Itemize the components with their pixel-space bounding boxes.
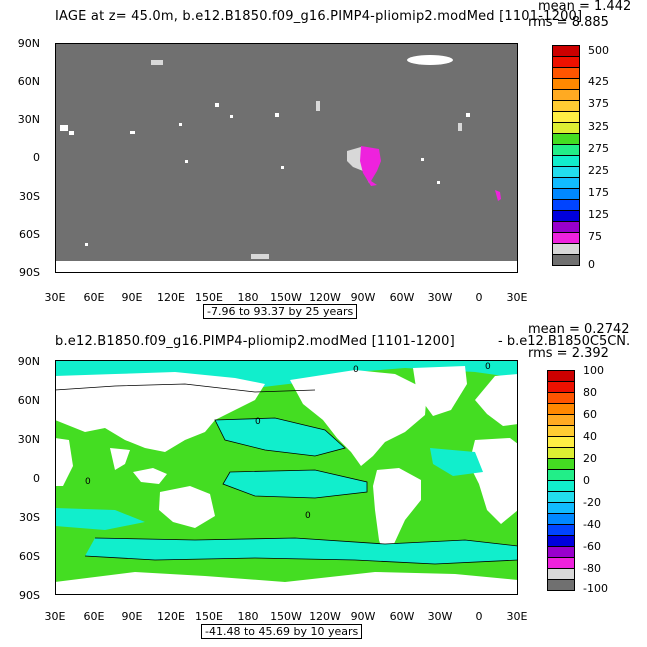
top-lon-tick: 60W [389,291,415,304]
top-contour-range: -7.96 to 93.37 by 25 years [203,304,358,319]
bottom-lon-tick: 60E [83,610,105,623]
bottom-colorbar-label: -100 [583,582,608,595]
top-colorbar-swatch [552,254,580,266]
top-map-frame [55,43,518,273]
bottom-lat-tick: 90S [19,589,40,602]
bottom-lat-tick: 60S [19,550,40,563]
top-map-canvas [55,43,518,273]
bottom-lon-tick: 120W [309,610,341,623]
bottom-lon-tick: 90W [350,610,376,623]
bottom-colorbar-label: 20 [583,452,597,465]
top-lon-tick: 150W [270,291,302,304]
bottom-colorbar-label: 80 [583,386,597,399]
top-lat-tick: 30N [17,113,40,126]
top-lon-tick: 90E [121,291,143,304]
top-map [55,43,518,273]
bottom-colorbar-label: 0 [583,474,590,487]
bottom-lon-tick: 0 [475,610,483,623]
bottom-colorbar-swatch [547,579,575,591]
top-colorbar-label: 0 [588,258,595,271]
top-lon-tick: 150E [195,291,223,304]
top-colorbar-label: 275 [588,142,609,155]
top-colorbar-label: 325 [588,120,609,133]
bottom-contour-label: 0 [353,365,359,375]
bottom-lat-tick: 30S [19,511,40,524]
bottom-mean: mean = 0.2742 [528,322,630,337]
bottom-lon-tick: 120E [157,610,185,623]
top-mean: mean = 1.442 [538,0,632,14]
bottom-panel-title: b.e12.B1850.f09_g16.PIMP4-pliomip2.modMe… [55,334,455,349]
top-lon-tick: 60E [83,291,105,304]
bottom-contour-label: 0 [305,511,311,521]
top-lat-tick: 90N [17,37,40,50]
bottom-lon-tick: 60W [389,610,415,623]
top-colorbar-label: 75 [588,230,602,243]
top-lat-tick: 60S [19,228,40,241]
top-colorbar-label: 425 [588,75,609,88]
bottom-map-frame [55,360,518,595]
top-colorbar-label: 500 [588,44,609,57]
bottom-lon-tick: 30W [427,610,453,623]
bottom-lon-tick: 30E [506,610,528,623]
bottom-lon-tick: 90E [121,610,143,623]
top-colorbar-label: 125 [588,208,609,221]
bottom-map-canvas: 0 0 0 0 0 [54,360,519,595]
top-lat-tick: 60N [17,75,40,88]
top-lat-tick: 0 [33,151,40,164]
bottom-lat-tick: 60N [17,394,40,407]
top-colorbar-label: 375 [588,97,609,110]
bottom-contour-label: 0 [85,477,91,487]
top-lon-tick: 120E [157,291,185,304]
bottom-colorbar-label: -40 [583,518,601,531]
top-colorbar-label: 175 [588,186,609,199]
bottom-colorbar-label: 40 [583,430,597,443]
bottom-lon-tick: 150W [270,610,302,623]
bottom-lat-tick: 90N [17,355,40,368]
bottom-lon-tick: 150E [195,610,223,623]
top-lon-tick: 30W [427,291,453,304]
bottom-colorbar-label: -60 [583,540,601,553]
bottom-colorbar-label: -80 [583,562,601,575]
top-lon-tick: 0 [475,291,483,304]
top-lon-tick: 90W [350,291,376,304]
bottom-contour-range: -41.48 to 45.69 by 10 years [201,624,363,639]
bottom-contour-label: 0 [485,362,491,372]
bottom-map: 0 0 0 0 0 [54,360,519,595]
bottom-lat-tick: 30N [17,433,40,446]
top-lon-tick: 30E [44,291,66,304]
top-lat-tick: 30S [19,190,40,203]
bottom-subtitle: - b.e12.B1850C5CN. [498,334,631,349]
bottom-colorbar-label: 100 [583,364,604,377]
bottom-colorbar-label: -20 [583,496,601,509]
bottom-lat-tick: 0 [33,472,40,485]
top-rms: rms = 8.885 [528,15,609,30]
top-panel-title: IAGE at z= 45.0m, b.e12.B1850.f09_g16.PI… [55,9,583,24]
top-lat-tick: 90S [19,266,40,279]
top-colorbar-label: 225 [588,164,609,177]
bottom-lon-tick: 180 [237,610,259,623]
bottom-lon-tick: 30E [44,610,66,623]
top-lon-tick: 30E [506,291,528,304]
top-lon-tick: 120W [309,291,341,304]
bottom-colorbar-label: 60 [583,408,597,421]
top-lon-tick: 180 [237,291,259,304]
bottom-contour-label: 0 [255,417,261,427]
bottom-rms: rms = 2.392 [528,346,609,361]
